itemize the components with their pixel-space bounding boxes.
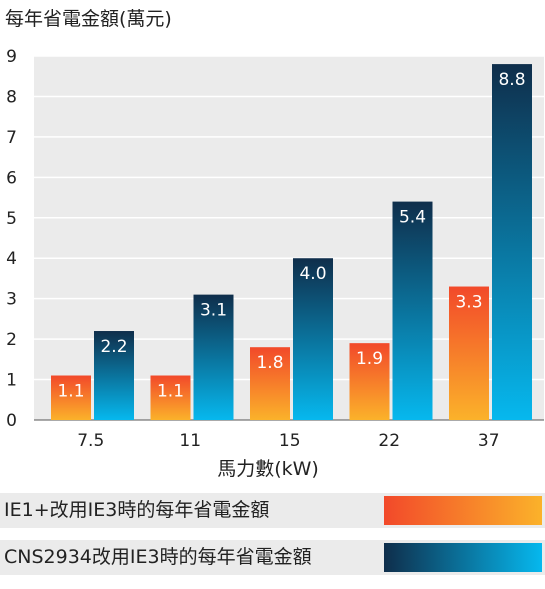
- legend-item-cns2934: CNS2934改用IE3時的每年省電金額: [0, 540, 545, 575]
- x-tick-label: 11: [179, 431, 201, 451]
- x-tick-label: 15: [279, 431, 301, 451]
- bar-series1-7.5: [94, 331, 134, 420]
- legend-label-ie1: IE1+改用IE3時的每年省電金額: [4, 499, 270, 521]
- x-tick-label: 7.5: [77, 431, 104, 451]
- bar-value-label: 1.1: [157, 382, 184, 402]
- x-tick-label: 37: [478, 431, 500, 451]
- bar-value-label: 2.2: [100, 337, 127, 357]
- y-tick-label: 6: [6, 168, 17, 188]
- x-tick-label: 22: [378, 431, 400, 451]
- bar-value-label: 3.1: [200, 301, 227, 321]
- x-axis-label: 馬力數(kW): [217, 458, 319, 480]
- chart-title: 每年省電金額(萬元): [5, 8, 172, 30]
- bar-value-label: 3.3: [455, 293, 482, 313]
- legend-swatch-ie1: [384, 496, 542, 525]
- bar-series1-11: [193, 294, 234, 420]
- bar-series0-22: [349, 343, 390, 420]
- y-tick-label: 7: [6, 128, 17, 148]
- bar-chart: 每年省電金額(萬元) 0 1 2 3 4 5 6 7 8 9 1.1 2.2 1.1 3.1 1.8 4.0…: [5, 8, 544, 480]
- bar-series0-11: [150, 375, 191, 420]
- bar-series0-15: [250, 347, 290, 420]
- bar-series1-22: [392, 201, 433, 420]
- bar-value-label: 1.8: [256, 353, 283, 373]
- bar-series0-7.5: [51, 375, 91, 420]
- y-tick-label: 2: [6, 330, 17, 350]
- bar-series0-37: [449, 286, 489, 420]
- legend-label-cns2934: CNS2934改用IE3時的每年省電金額: [4, 546, 312, 568]
- bar-value-label: 1.9: [356, 349, 383, 369]
- y-tick-label: 4: [6, 249, 17, 269]
- y-tick-label: 9: [6, 47, 17, 67]
- y-tick-label: 8: [6, 87, 17, 107]
- bar-value-label: 8.8: [498, 70, 525, 90]
- bar-series1-15: [293, 258, 333, 420]
- y-tick-label: 0: [6, 411, 17, 431]
- y-tick-label: 3: [6, 290, 17, 310]
- bar-series1-37: [492, 64, 532, 420]
- legend-swatch-cns2934: [384, 543, 542, 572]
- y-tick-label: 1: [6, 371, 17, 391]
- legend-item-ie1: IE1+改用IE3時的每年省電金額: [0, 493, 545, 528]
- y-tick-label: 5: [6, 209, 17, 229]
- bar-value-label: 4.0: [299, 264, 326, 284]
- bar-value-label: 1.1: [57, 382, 84, 402]
- bar-value-label: 5.4: [399, 208, 426, 228]
